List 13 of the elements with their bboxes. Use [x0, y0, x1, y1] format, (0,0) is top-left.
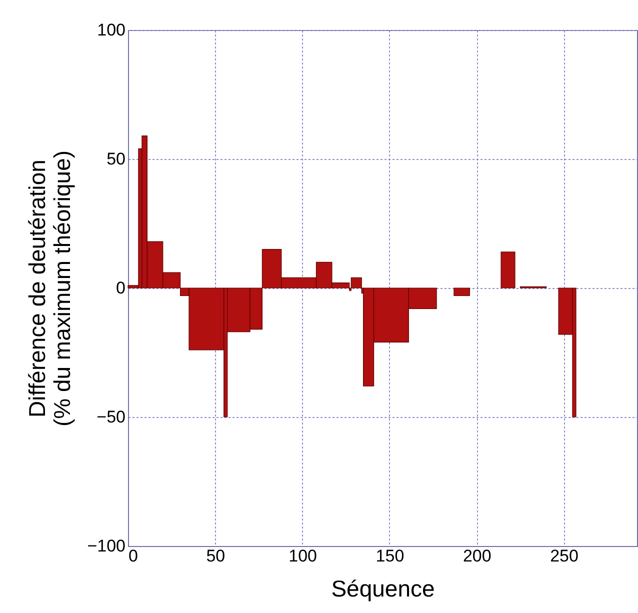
x-axis-title: Séquence — [331, 576, 435, 602]
y-tick-label: 50 — [106, 150, 126, 168]
y-tick-label: −50 — [96, 408, 126, 426]
x-tick-label: 200 — [462, 546, 492, 566]
x-tick-label: 150 — [376, 546, 404, 566]
y-tick-label: −100 — [87, 536, 126, 556]
x-tick-label: 50 — [206, 546, 226, 566]
y-tick-label: 100 — [97, 20, 126, 40]
x-tick-label: 0 — [128, 546, 138, 566]
y-axis-title: Différence de deutération (% du maximum théorique) — [24, 150, 76, 427]
x-tick-label: 100 — [288, 546, 318, 566]
y-tick-label: 0 — [116, 278, 126, 298]
x-tick-label: 250 — [550, 546, 578, 566]
